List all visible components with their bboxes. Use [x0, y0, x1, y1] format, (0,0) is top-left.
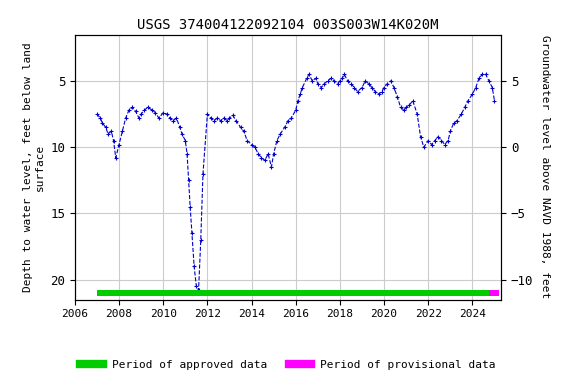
Y-axis label: Groundwater level above NAVD 1988, feet: Groundwater level above NAVD 1988, feet — [540, 35, 550, 299]
Bar — [97, 290, 489, 296]
Title: USGS 374004122092104 003S003W14K020M: USGS 374004122092104 003S003W14K020M — [137, 18, 439, 32]
Y-axis label: Depth to water level, feet below land
surface: Depth to water level, feet below land su… — [23, 42, 44, 292]
Legend: Period of approved data, Period of provisional data: Period of approved data, Period of provi… — [76, 356, 500, 375]
Bar — [489, 290, 499, 296]
